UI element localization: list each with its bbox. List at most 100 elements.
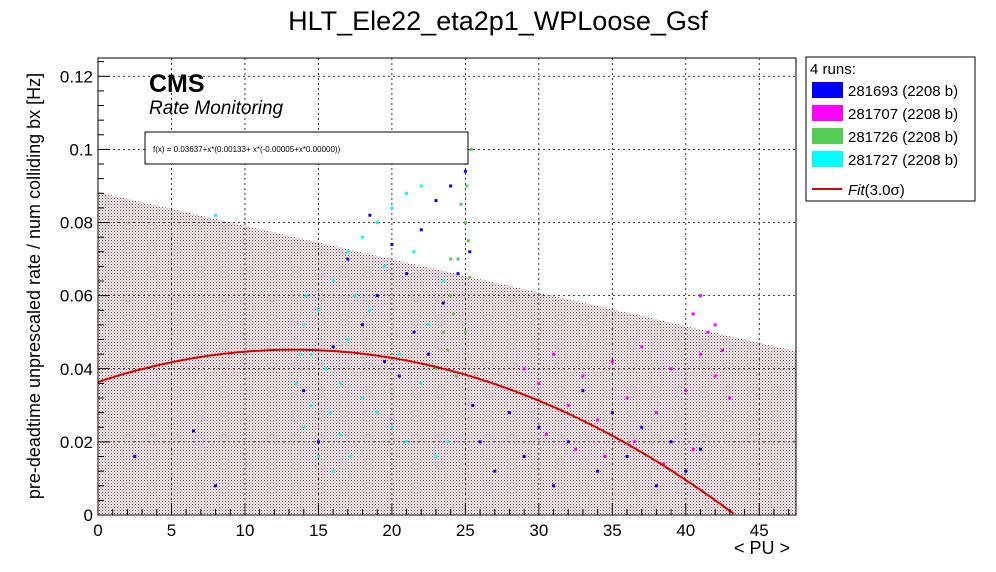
data-points: [133, 147, 732, 488]
legend-fit-name: Fit: [848, 182, 865, 199]
data-point: [662, 462, 666, 466]
y-tick-label: 0.06: [60, 287, 93, 306]
data-point: [691, 312, 695, 316]
data-point: [522, 455, 526, 459]
data-point: [456, 272, 460, 276]
plot-frame: [97, 57, 797, 516]
legend: 4 runs: 281693 (2208 b)281707 (2208 b)28…: [805, 56, 976, 202]
data-point: [361, 396, 365, 400]
data-point: [361, 235, 365, 239]
data-point: [331, 345, 335, 349]
y-tick-labels: 0 0.02 0.04 0.06 0.08 0.1 0.12: [60, 67, 93, 525]
data-point: [456, 257, 460, 261]
data-point: [383, 264, 387, 268]
legend-swatch: [812, 151, 843, 167]
y-tick-label: 0.08: [60, 214, 93, 233]
data-point: [728, 396, 732, 400]
data-point: [390, 425, 394, 429]
data-point: [331, 469, 335, 473]
data-point: [468, 250, 472, 254]
y-tick-label: 0.02: [60, 433, 93, 452]
data-point: [466, 239, 470, 243]
data-point: [419, 381, 423, 385]
data-point: [596, 418, 600, 422]
x-tick-label: 0: [93, 521, 102, 540]
data-point: [640, 345, 644, 349]
legend-fit-suffix: (3.0σ): [865, 182, 905, 199]
data-point: [625, 455, 629, 459]
x-tick-label: 30: [529, 521, 548, 540]
data-point: [640, 425, 644, 429]
data-point: [412, 250, 416, 254]
data-point: [316, 455, 320, 459]
data-point: [405, 440, 409, 444]
data-point: [463, 330, 467, 334]
data-point: [368, 213, 372, 217]
data-point: [465, 184, 469, 188]
data-point: [353, 294, 357, 298]
legend-entry-label: 281693 (2208 b): [848, 83, 958, 100]
axis-ticks: [97, 61, 790, 516]
chart-title: HLT_Ele22_eta2p1_WPLoose_Gsf: [288, 6, 708, 36]
data-point: [328, 411, 332, 415]
data-point: [684, 389, 688, 393]
data-point: [537, 381, 541, 385]
data-point: [507, 411, 511, 415]
data-point: [133, 455, 137, 459]
y-tick-label: 0.1: [69, 140, 93, 159]
data-point: [302, 425, 306, 429]
data-point: [566, 403, 570, 407]
data-point: [721, 348, 725, 352]
data-point: [552, 352, 556, 356]
x-tick-label: 40: [676, 521, 695, 540]
data-point: [302, 389, 306, 393]
data-point: [522, 367, 526, 371]
legend-entry-label: 281707 (2208 b): [848, 106, 958, 123]
data-point: [346, 257, 350, 261]
x-tick-label: 20: [382, 521, 401, 540]
data-point: [390, 242, 394, 246]
data-point: [397, 374, 401, 378]
x-tick-label: 5: [167, 521, 176, 540]
data-point: [713, 374, 717, 378]
data-point: [669, 367, 673, 371]
x-tick-label: 15: [309, 521, 328, 540]
data-point: [434, 199, 438, 203]
data-point: [390, 206, 394, 210]
formula-text: f(x) = 0.03637+x*(0.00133+ x*(-0.00005+x…: [153, 145, 341, 154]
legend-swatch: [812, 128, 843, 144]
data-point: [324, 367, 328, 371]
uncertainty-band: [98, 192, 796, 515]
data-point: [478, 440, 482, 444]
data-point: [294, 381, 298, 385]
data-point: [305, 294, 309, 298]
data-point: [441, 330, 445, 334]
plot-area: [97, 57, 797, 516]
data-point: [449, 184, 453, 188]
data-point: [299, 352, 303, 356]
data-point: [349, 455, 353, 459]
data-point: [441, 301, 445, 305]
legend-swatch: [812, 105, 843, 121]
data-point: [706, 330, 710, 334]
data-point: [449, 294, 453, 298]
data-point: [684, 469, 688, 473]
data-point: [214, 213, 218, 217]
data-point: [610, 411, 614, 415]
data-point: [471, 403, 475, 407]
cms-label: CMS: [149, 70, 205, 98]
data-point: [419, 228, 423, 232]
fit-curve: [97, 348, 735, 515]
data-point: [427, 352, 431, 356]
x-tick-labels: 0 5 10 15 20 25 30 35 40 45: [93, 521, 768, 540]
data-point: [427, 323, 431, 327]
data-point: [625, 396, 629, 400]
data-point: [346, 338, 350, 342]
data-point: [537, 425, 541, 429]
data-point: [596, 469, 600, 473]
x-axis-label: < PU >: [734, 538, 790, 558]
y-axis-label: pre-deadtime unprescaled rate / num coll…: [24, 73, 44, 499]
data-point: [405, 272, 409, 276]
data-point: [309, 352, 313, 356]
data-point: [434, 367, 438, 371]
